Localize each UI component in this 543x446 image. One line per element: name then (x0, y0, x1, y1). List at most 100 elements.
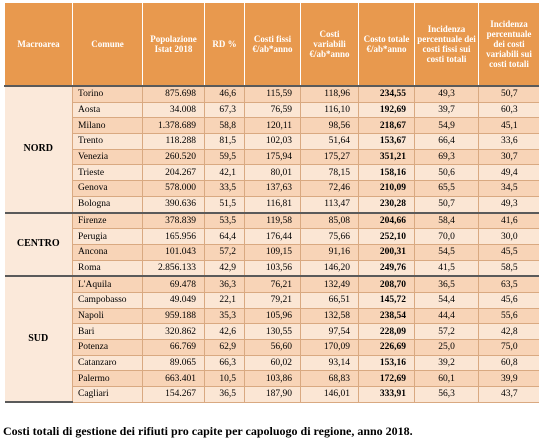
value-cell: 36,5 (414, 275, 479, 293)
value-cell: 39,7 (414, 101, 479, 119)
macroarea-cell: CENTRO (4, 211, 73, 278)
value-cell: 249,76 (358, 259, 415, 277)
table-row: Roma 2.856.133 42,9 103,56 146,20 249,76 41,5 5… (5, 259, 539, 277)
table-row: Venezia 260.520 59,5 175,94 175,27 351,21 69,3… (5, 148, 539, 166)
table-row: Trieste 204.267 42,1 80,01 78,15 158,16 50,6 49… (5, 164, 539, 182)
value-cell: 70,0 (414, 228, 479, 245)
value-cell: 109,15 (244, 243, 301, 261)
value-cell: 58,8 (204, 117, 245, 135)
comune-cell: Cagliari (72, 386, 143, 403)
value-cell: 68,83 (300, 370, 359, 388)
value-cell: 200,31 (358, 243, 415, 261)
table-caption: Costi totali di gestione dei rifiuti pro… (3, 424, 413, 438)
value-cell: 252,10 (358, 228, 415, 245)
value-cell: 22,1 (204, 291, 245, 309)
value-cell: 175,27 (300, 148, 359, 166)
value-cell: 51,5 (204, 195, 245, 214)
value-cell: 132,49 (300, 275, 359, 293)
value-cell: 333,91 (358, 386, 415, 403)
value-cell: 663.401 (142, 370, 205, 388)
value-cell: 72,46 (300, 180, 359, 197)
comune-cell: Firenze (72, 211, 143, 230)
value-cell: 54,5 (414, 243, 479, 261)
value-cell: 35,3 (204, 307, 245, 325)
value-cell: 208,70 (358, 275, 415, 293)
column-header: Incidenza percentuale dei costi variabil… (478, 2, 539, 87)
value-cell: 57,2 (204, 243, 245, 261)
comune-cell: Venezia (72, 148, 143, 166)
value-cell: 153,67 (358, 133, 415, 150)
comune-cell: Napoli (72, 307, 143, 325)
value-cell: 54,9 (414, 117, 479, 135)
value-cell: 36,5 (204, 386, 245, 403)
data-table-container: Macroarea Comune Popolazione Istat 2018 RD … (4, 2, 539, 422)
value-cell: 58,5 (478, 259, 539, 277)
value-cell: 62,9 (204, 339, 245, 356)
value-cell: 105,96 (244, 307, 301, 325)
value-cell: 81,5 (204, 133, 245, 150)
table-row: Napoli 959.188 35,3 105,96 132,58 238,54 44,4 5… (5, 307, 539, 325)
value-cell: 218,67 (358, 117, 415, 135)
value-cell: 210,09 (358, 180, 415, 197)
value-cell: 146,01 (300, 386, 359, 403)
value-cell: 85,08 (300, 211, 359, 230)
value-cell: 875.698 (142, 84, 205, 103)
value-cell: 76,21 (244, 275, 301, 293)
value-cell: 60,02 (244, 354, 301, 372)
value-cell: 42,1 (204, 164, 245, 182)
table-row: Ancona 101.043 57,2 109,15 91,16 200,31 54,5 45… (5, 243, 539, 261)
value-cell: 378.839 (142, 211, 205, 230)
table-row: Genova 578.000 33,5 137,63 72,46 210,09 65,5 34… (5, 180, 539, 197)
comune-cell: Catanzaro (72, 354, 143, 372)
value-cell: 192,69 (358, 101, 415, 119)
value-cell: 120,11 (244, 117, 301, 135)
table-row: Catanzaro 89.065 66,3 60,02 93,14 153,16 39,2 6… (5, 354, 539, 372)
header-row: Macroarea Comune Popolazione Istat 2018 RD … (4, 2, 539, 87)
value-cell: 390.636 (142, 195, 205, 214)
comune-cell: Perugia (72, 228, 143, 245)
value-cell: 578.000 (142, 180, 205, 197)
table-row: SUD L'Aquila 69.478 36,3 76,21 132,49 208,70 36… (4, 275, 539, 404)
value-cell: 97,54 (300, 323, 359, 340)
table-row: Perugia 165.956 64,4 176,44 75,66 252,10 70,0 3… (5, 228, 539, 245)
value-cell: 45,6 (478, 291, 539, 309)
table-row: Potenza 66.769 62,9 56,60 170,09 226,69 25,0 75… (5, 339, 539, 356)
value-cell: 46,6 (204, 84, 245, 103)
value-cell: 89.065 (142, 354, 205, 372)
value-cell: 170,09 (300, 339, 359, 356)
value-cell: 49,3 (414, 84, 479, 103)
value-cell: 78,15 (300, 164, 359, 182)
value-cell: 30,7 (478, 148, 539, 166)
value-cell: 102,03 (244, 133, 301, 150)
table-row: Cagliari 154.267 36,5 187,90 146,01 333,91 56,… (5, 386, 539, 403)
comune-cell: Torino (72, 84, 143, 103)
table-row: Trento 118.288 81,5 102,03 51,64 153,67 66,4 33… (5, 133, 539, 150)
value-cell: 33,5 (204, 180, 245, 197)
value-cell: 145,72 (358, 291, 415, 309)
comune-cell: Potenza (72, 339, 143, 356)
value-cell: 153,16 (358, 354, 415, 372)
value-cell: 238,54 (358, 307, 415, 325)
value-cell: 75,0 (478, 339, 539, 356)
value-cell: 42,9 (204, 259, 245, 277)
table-row: Bologna 390.636 51,5 116,81 113,47 230,28 50,7… (5, 195, 539, 214)
value-cell: 146,20 (300, 259, 359, 277)
value-cell: 103,56 (244, 259, 301, 277)
value-cell: 41,6 (478, 211, 539, 230)
value-cell: 58,4 (414, 211, 479, 230)
value-cell: 113,47 (300, 195, 359, 214)
value-cell: 230,28 (358, 195, 415, 214)
value-cell: 60,1 (414, 370, 479, 388)
column-header: Costo totale €/ab*anno (358, 2, 415, 87)
value-cell: 79,21 (244, 291, 301, 309)
comune-cell: Palermo (72, 370, 143, 388)
value-cell: 50,7 (414, 195, 479, 214)
value-cell: 67,3 (204, 101, 245, 119)
value-cell: 103,86 (244, 370, 301, 388)
table-body: NORD Torino 875.698 46,6 115,59 118,96 234,55 4… (4, 84, 539, 404)
value-cell: 116,81 (244, 195, 301, 214)
value-cell: 226,69 (358, 339, 415, 356)
column-header: Costi fissi €/ab*anno (244, 2, 301, 87)
macroarea-cell: SUD (4, 275, 73, 404)
value-cell: 65,5 (414, 180, 479, 197)
